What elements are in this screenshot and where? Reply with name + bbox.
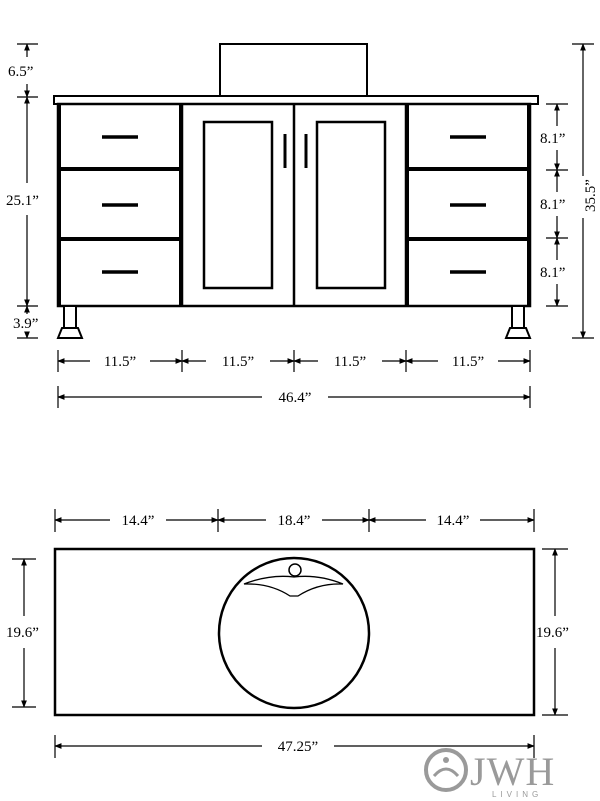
logo-wordmark: JWH xyxy=(470,749,555,794)
left-drawer-top xyxy=(59,103,181,169)
drawer-middle-height-label: 8.1” xyxy=(540,197,565,213)
top-sink-width-label: 18.4” xyxy=(278,513,311,529)
top-view xyxy=(53,547,536,717)
legs xyxy=(56,305,532,339)
logo-emblem-icon xyxy=(424,748,468,792)
left-door-width-label: 11.5” xyxy=(222,354,254,370)
overall-height-label: 35.5” xyxy=(583,179,599,212)
sink-bowl xyxy=(217,556,371,710)
right-door-panel xyxy=(315,120,387,290)
front-view xyxy=(53,43,539,339)
drawer-bottom-height-label: 8.1” xyxy=(540,265,565,281)
drain-hole xyxy=(288,563,302,577)
jwh-logo: JWH LIVING xyxy=(424,748,555,799)
right-drawer-middle xyxy=(407,169,529,239)
drawer-handles xyxy=(102,135,486,274)
right-drawer-bottom xyxy=(407,239,529,307)
right-door-width-label: 11.5” xyxy=(334,354,366,370)
vessel-sink xyxy=(219,43,368,97)
drawer-top-height-label: 8.1” xyxy=(540,131,565,147)
top-dimension-lines xyxy=(12,509,568,758)
top-overall-width-label: 47.25” xyxy=(278,739,318,755)
sink-overflow xyxy=(243,575,344,597)
left-door-panel xyxy=(202,120,274,290)
logo-subtitle: LIVING xyxy=(492,790,542,799)
cabinet-height-label: 25.1” xyxy=(6,193,39,209)
left-drawer-bottom xyxy=(59,239,181,307)
top-depth-left-label: 19.6” xyxy=(6,625,39,641)
front-dimension-lines xyxy=(17,43,594,408)
right-drawer-top xyxy=(407,103,529,169)
legs-height-label: 3.9” xyxy=(13,316,38,332)
top-depth-right-label: 19.6” xyxy=(536,625,569,641)
left-drawers-width-label: 11.5” xyxy=(104,354,136,370)
basin-height-label: 6.5” xyxy=(8,64,33,80)
right-drawers-width-label: 11.5” xyxy=(452,354,484,370)
top-left-width-label: 14.4” xyxy=(122,513,155,529)
overall-width-label: 46.4” xyxy=(279,390,312,406)
top-right-width-label: 14.4” xyxy=(437,513,470,529)
left-drawer-middle xyxy=(59,169,181,239)
